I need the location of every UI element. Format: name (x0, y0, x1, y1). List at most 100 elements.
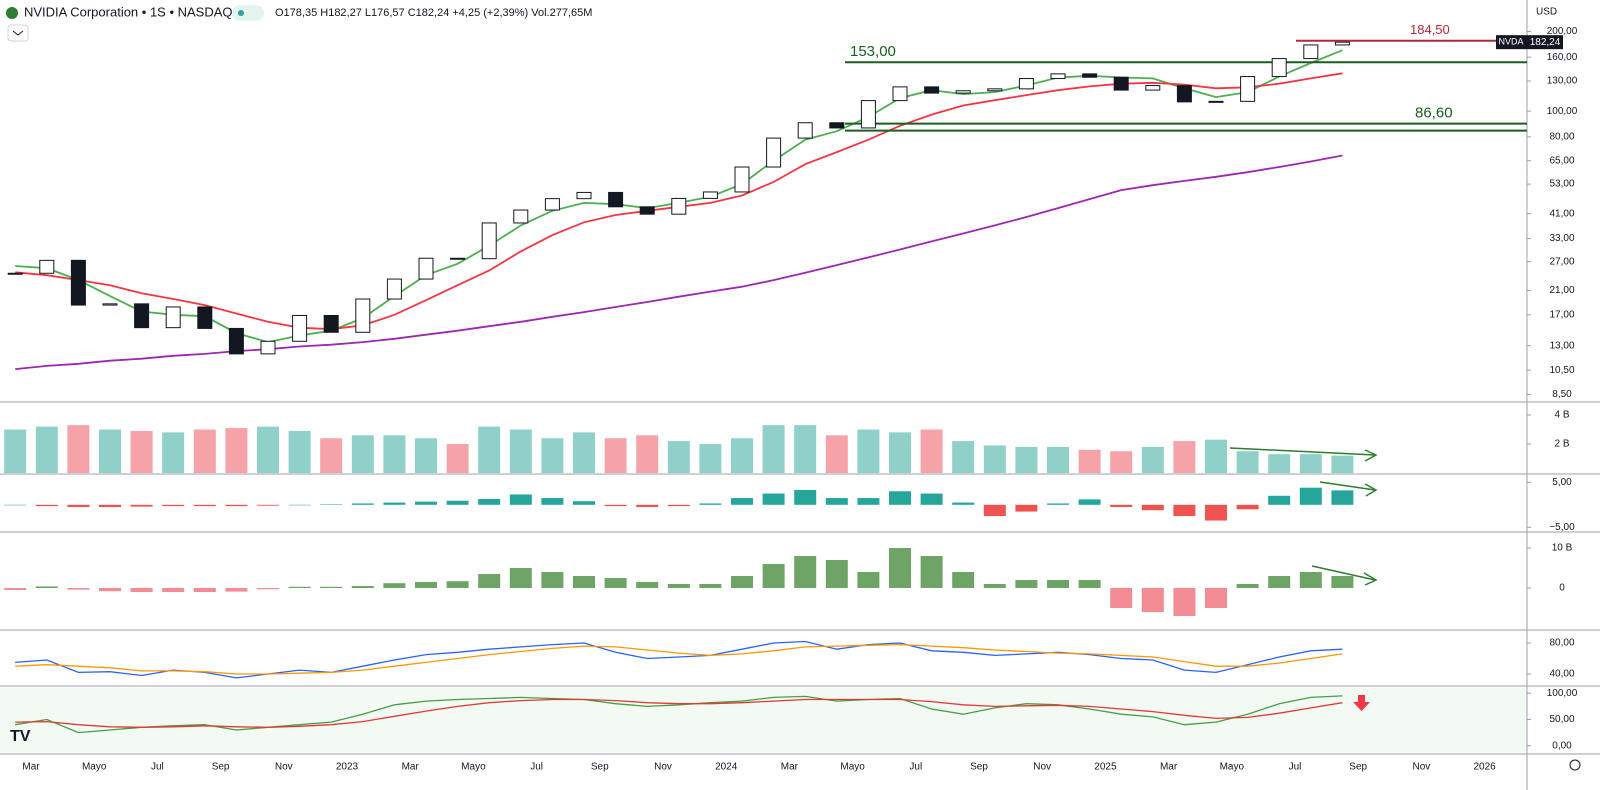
histogram-bar (4, 429, 27, 473)
histogram-bar (889, 432, 911, 473)
histogram-bar (857, 572, 880, 588)
histogram-bar (573, 501, 595, 505)
candle (197, 306, 213, 329)
histogram-bar (983, 584, 1006, 588)
x-tick-label: Jul (530, 762, 543, 773)
x-tick-label: 2026 (1473, 762, 1496, 773)
x-tick-label: Mayo (840, 762, 865, 773)
histogram-bar (1078, 499, 1101, 505)
histogram-bar (225, 428, 248, 473)
candle (1303, 44, 1319, 60)
y-tick-label: 17,00 (1549, 309, 1574, 320)
histogram-bar (162, 504, 185, 507)
y-tick-label: 2 B (1554, 439, 1569, 450)
histogram-bar (667, 584, 690, 588)
histogram-bar (762, 425, 785, 473)
candle (608, 191, 624, 208)
trend-arrow (1229, 447, 1378, 462)
histogram-bar (731, 498, 753, 505)
y-tick-label: 41,00 (1549, 208, 1574, 219)
histogram-bar (541, 572, 564, 588)
trend-arrow (1311, 565, 1378, 586)
y-tick-label: 0,00 (1552, 740, 1572, 751)
histogram-bar (35, 586, 58, 588)
candle (987, 88, 1003, 92)
y-tick-label: 200,00 (1547, 26, 1578, 37)
symbol-tag-label: NVDA (1498, 37, 1523, 47)
candle (576, 191, 592, 200)
histogram-bar (825, 435, 848, 473)
histogram-bar (478, 426, 501, 473)
histogram-bar (35, 426, 58, 473)
histogram-bar (415, 501, 437, 505)
histogram-bar (130, 430, 153, 473)
x-tick-label: Jul (909, 762, 922, 773)
x-tick-label: Mayo (461, 762, 486, 773)
candle (1050, 73, 1066, 80)
candle (1208, 100, 1224, 103)
histogram-bar (825, 560, 848, 588)
y-tick-label: 160,00 (1547, 52, 1578, 63)
histogram-bar (383, 435, 406, 473)
candle (481, 222, 497, 260)
candle (1176, 85, 1192, 103)
y-tick-label: 8,50 (1552, 389, 1572, 400)
symbol-logo (6, 7, 18, 19)
histogram-bar (257, 426, 279, 473)
symbol-title[interactable]: NVIDIA Corporation • 1S • NASDAQ (24, 4, 233, 19)
symbol-tag (1496, 35, 1527, 50)
candle (1082, 73, 1098, 78)
histogram-bar (667, 441, 690, 473)
histogram-bar (351, 503, 374, 505)
candle (102, 303, 118, 306)
x-tick-label: Sep (212, 762, 230, 773)
candle (734, 166, 750, 193)
histogram-bar (288, 504, 311, 506)
histogram-bar (446, 444, 469, 473)
x-tick-label: Mar (781, 762, 799, 773)
histogram-bar (920, 556, 943, 588)
candle (513, 209, 529, 224)
histogram-bar (1141, 504, 1164, 511)
histogram-bar (1331, 490, 1354, 505)
candle (228, 327, 244, 355)
price-tag-label: 182,24 (1530, 37, 1561, 48)
histogram-bar (1268, 454, 1291, 473)
x-tick-label: Nov (654, 762, 672, 773)
histogram-bar (1236, 451, 1259, 473)
histogram-bar (1331, 455, 1354, 473)
histogram-bar (509, 568, 532, 588)
level-label: 86,60 (1415, 105, 1453, 122)
histogram-bar (99, 588, 121, 592)
x-tick-label: Nov (1033, 762, 1051, 773)
collapse-button[interactable] (7, 24, 29, 42)
histogram-bar (731, 576, 753, 588)
histogram-bar (351, 586, 374, 588)
histogram-bar (509, 429, 532, 473)
histogram-bar (320, 504, 343, 505)
candle (39, 259, 55, 274)
histogram-bar (509, 494, 532, 505)
y-tick-label: 65,00 (1549, 155, 1574, 166)
x-tick-label: 2023 (336, 762, 359, 773)
y-tick-label: 80,00 (1549, 638, 1574, 649)
histogram-bar (193, 429, 216, 473)
indicator-line (15, 698, 1343, 728)
candle (450, 257, 466, 260)
candle (70, 259, 86, 306)
histogram-bar (573, 576, 595, 588)
y-tick-label: 10 B (1552, 543, 1573, 554)
settings-icon[interactable] (1569, 759, 1581, 771)
candle (134, 303, 150, 329)
y-tick-label: 50,00 (1549, 714, 1574, 725)
histogram-bar (1205, 504, 1227, 521)
histogram-bar (67, 504, 90, 508)
histogram-bar (699, 503, 722, 505)
x-tick-label: Sep (591, 762, 609, 773)
currency[interactable]: USD (1536, 7, 1557, 18)
histogram-bar (604, 578, 627, 588)
candle (671, 197, 687, 215)
histogram-bar (162, 588, 185, 592)
histogram-bar (1268, 576, 1291, 588)
histogram-bar (667, 504, 690, 507)
